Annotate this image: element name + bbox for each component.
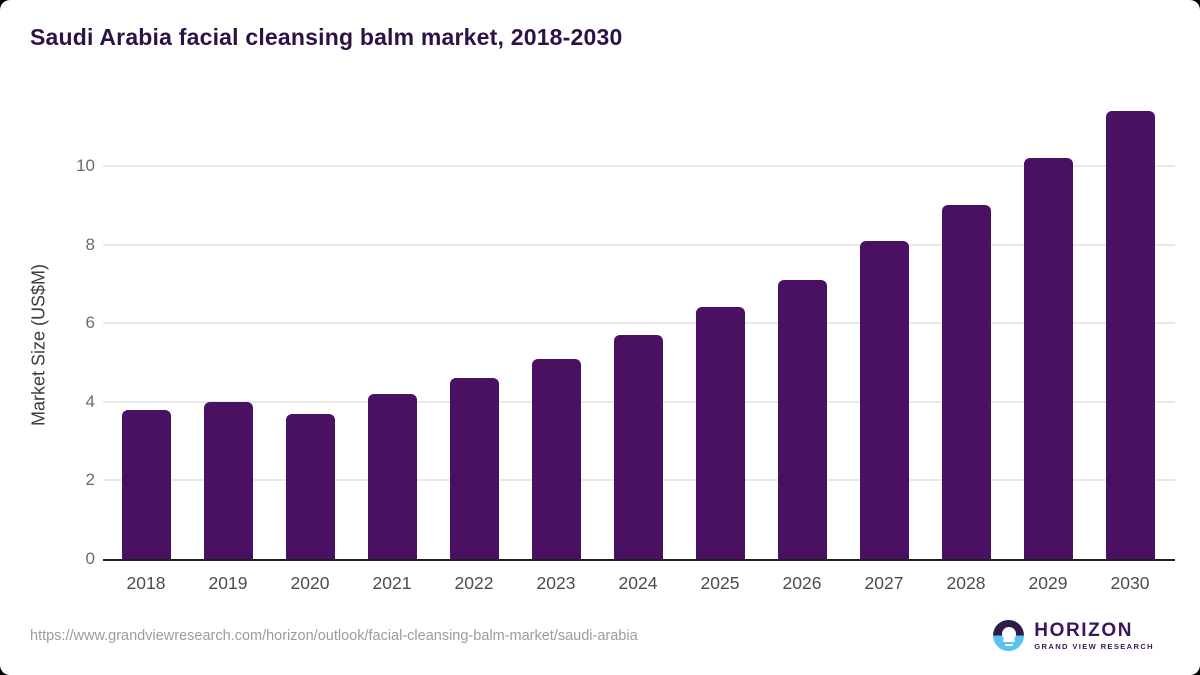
x-tick-label: 2030 — [1110, 573, 1150, 593]
y-tick-label: 10 — [76, 156, 95, 175]
horizon-logo: HORIZON GRAND VIEW RESEARCH — [993, 620, 1154, 651]
sun-icon — [1001, 626, 1016, 641]
horizon-line-icon — [1002, 639, 1015, 642]
y-tick-label: 4 — [85, 391, 95, 411]
y-tick-label: 2 — [85, 470, 95, 490]
horizon-line-icon — [1004, 643, 1013, 646]
bar-2030 — [1105, 110, 1155, 559]
bar-2026 — [777, 279, 827, 559]
bar-2025 — [695, 307, 745, 559]
bar-2024 — [613, 334, 663, 559]
x-tick-label: 2025 — [700, 573, 740, 593]
x-tick-label: 2023 — [536, 573, 576, 593]
x-tick-label: 2026 — [782, 573, 822, 593]
gridline-y10 — [103, 165, 1175, 167]
x-tick-label: 2020 — [290, 573, 330, 593]
bar-2029 — [1023, 158, 1073, 559]
gridline-y6 — [103, 322, 1175, 325]
bar-2021 — [367, 393, 417, 559]
y-tick-label: 0 — [85, 549, 95, 568]
bar-2018 — [121, 409, 171, 559]
x-tick-label: 2021 — [372, 573, 412, 593]
x-tick-label: 2022 — [454, 573, 494, 593]
bar-2023 — [531, 358, 581, 559]
bar-2028 — [941, 205, 991, 559]
x-tick-label: 2024 — [618, 573, 658, 593]
bar-2020 — [285, 413, 335, 559]
logo-subtitle: GRAND VIEW RESEARCH — [1034, 641, 1154, 651]
chart-title: Saudi Arabia facial cleansing balm marke… — [30, 24, 623, 50]
x-tick-label: 2027 — [864, 573, 904, 593]
y-tick-label: 8 — [85, 234, 95, 254]
x-axis-line — [103, 559, 1175, 561]
source-url: https://www.grandviewresearch.com/horizo… — [30, 628, 638, 644]
logo-title: HORIZON — [1034, 619, 1134, 641]
gridline-y8 — [103, 243, 1175, 246]
x-tick-label: 2029 — [1028, 573, 1068, 593]
bar-2022 — [449, 378, 499, 559]
x-tick-label: 2018 — [126, 573, 166, 593]
x-tick-label: 2019 — [208, 573, 248, 593]
bar-2027 — [859, 240, 909, 559]
horizon-logo-icon — [993, 620, 1025, 651]
x-tick-label: 2028 — [946, 573, 986, 593]
bar-2019 — [203, 401, 253, 559]
y-tick-label: 6 — [85, 313, 95, 333]
